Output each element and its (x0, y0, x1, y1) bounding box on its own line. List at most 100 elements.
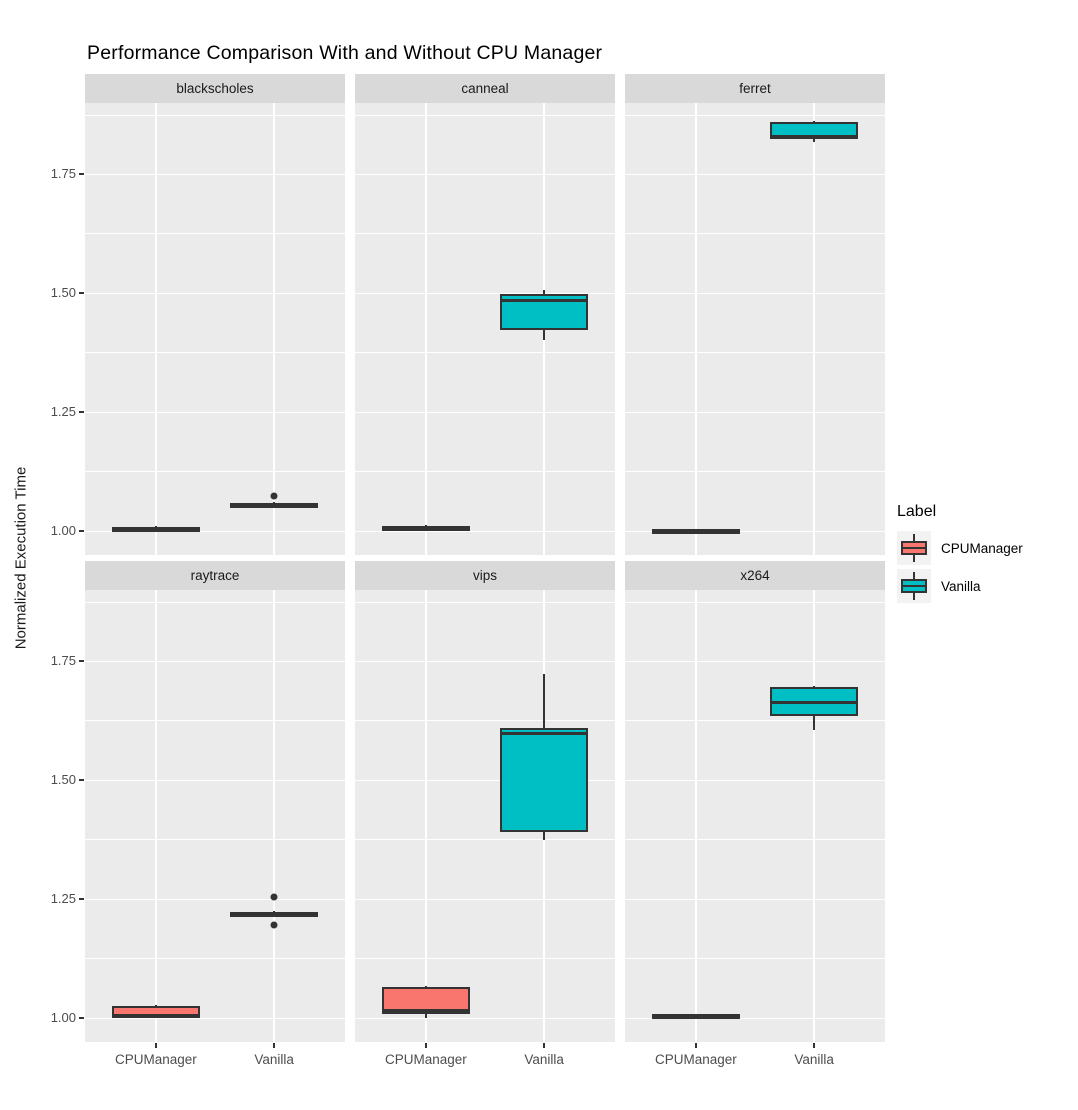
major-gridline (625, 898, 885, 901)
minor-gridline (625, 114, 885, 116)
minor-gridline (625, 233, 885, 235)
panel-ferret (625, 103, 885, 555)
minor-gridline (355, 958, 615, 960)
minor-gridline (625, 352, 885, 354)
median-Vanilla (499, 298, 589, 302)
minor-gridline (625, 601, 885, 603)
median-Vanilla (229, 912, 319, 916)
minor-gridline (625, 839, 885, 841)
major-gridline (85, 411, 345, 414)
major-gridline (85, 1017, 345, 1019)
y-tick-mark (79, 530, 84, 533)
facet-grid: blackscholes canneal ferret raytrace vips x26… (85, 74, 885, 1074)
y-tick-label: 1.25 (50, 404, 76, 420)
major-gridline (85, 779, 345, 782)
facet-strip-vips: vips (355, 561, 615, 590)
major-gridline (625, 779, 885, 782)
minor-gridline (355, 720, 615, 722)
minor-gridline (85, 471, 345, 473)
legend-key-CPUManager (897, 531, 931, 565)
major-gridline (355, 411, 615, 414)
outlier-point (270, 921, 278, 929)
y-tick-mark (79, 1017, 84, 1020)
median-Vanilla (229, 502, 319, 506)
x-tick-mark (813, 1043, 816, 1048)
y-tick-label: 1.50 (50, 772, 76, 788)
minor-gridline (85, 958, 345, 960)
minor-gridline (355, 471, 615, 473)
outlier-point (270, 492, 278, 500)
minor-gridline (355, 114, 615, 116)
outlier-point (270, 893, 278, 901)
major-gridline (355, 660, 615, 663)
panel-raytrace (85, 590, 345, 1042)
major-gridline-vertical (425, 103, 427, 555)
y-tick-label: 1.25 (50, 891, 76, 907)
major-gridline (355, 779, 615, 782)
y-tick-label: 1.00 (50, 1010, 76, 1026)
minor-gridline (355, 352, 615, 354)
x-tick-label-CPUManager: CPUManager (655, 1052, 737, 1067)
median-CPUManager (381, 1009, 471, 1013)
major-gridline (85, 530, 345, 532)
y-tick-label: 1.50 (50, 285, 76, 301)
facet-strip-blackscholes: blackscholes (85, 74, 345, 103)
panel-canneal (355, 103, 615, 555)
chart-title: Performance Comparison With and Without … (87, 42, 603, 64)
median-CPUManager (381, 526, 471, 530)
facet-strip-ferret: ferret (625, 74, 885, 103)
x-tick-mark (424, 1043, 427, 1048)
x-tick-mark (273, 1043, 276, 1048)
major-gridline (625, 660, 885, 663)
major-gridline (85, 173, 345, 176)
minor-gridline (85, 601, 345, 603)
x-tick-mark (543, 1043, 546, 1048)
major-gridline (85, 292, 345, 295)
x-tick-label-Vanilla: Vanilla (794, 1052, 834, 1067)
y-tick-mark (79, 411, 84, 414)
legend-box-glyph (901, 579, 927, 593)
minor-gridline (85, 114, 345, 116)
legend-item-Vanilla: Vanilla (897, 569, 1023, 603)
minor-gridline (355, 601, 615, 603)
panel-x264 (625, 590, 885, 1042)
x-tick-mark (154, 1043, 157, 1048)
y-tick-mark (79, 660, 84, 663)
legend-title: Label (897, 503, 937, 520)
x-tick-label-Vanilla: Vanilla (524, 1052, 564, 1067)
median-Vanilla (499, 732, 589, 736)
x-tick-mark (694, 1043, 697, 1048)
y-tick-mark (79, 292, 84, 295)
major-gridline (625, 173, 885, 176)
major-gridline (355, 898, 615, 901)
major-gridline (625, 1017, 885, 1019)
x-tick-label-CPUManager: CPUManager (115, 1052, 197, 1067)
major-gridline (625, 530, 885, 532)
minor-gridline (625, 958, 885, 960)
major-gridline-vertical (273, 103, 275, 555)
legend-items: CPUManager Vanilla (897, 531, 1023, 603)
legend-label: Vanilla (941, 578, 981, 594)
median-CPUManager (651, 1014, 741, 1018)
minor-gridline (85, 720, 345, 722)
panel-vips (355, 590, 615, 1042)
minor-gridline (355, 233, 615, 235)
median-CPUManager (651, 528, 741, 532)
panel-blackscholes (85, 103, 345, 555)
median-CPUManager (111, 526, 201, 530)
major-gridline-vertical (273, 590, 275, 1042)
major-gridline-vertical (695, 590, 697, 1042)
facet-strip-label: raytrace (190, 568, 240, 583)
major-gridline (355, 292, 615, 295)
facet-strip-label: vips (472, 568, 497, 583)
major-gridline (85, 660, 345, 663)
major-gridline-vertical (425, 590, 427, 1042)
major-gridline (625, 411, 885, 414)
facet-strip-x264: x264 (625, 561, 885, 590)
major-gridline (355, 1017, 615, 1019)
major-gridline-vertical (155, 590, 157, 1042)
legend: Label CPUManager Vanilla (897, 503, 1023, 607)
median-Vanilla (769, 134, 859, 138)
median-CPUManager (111, 1013, 201, 1017)
